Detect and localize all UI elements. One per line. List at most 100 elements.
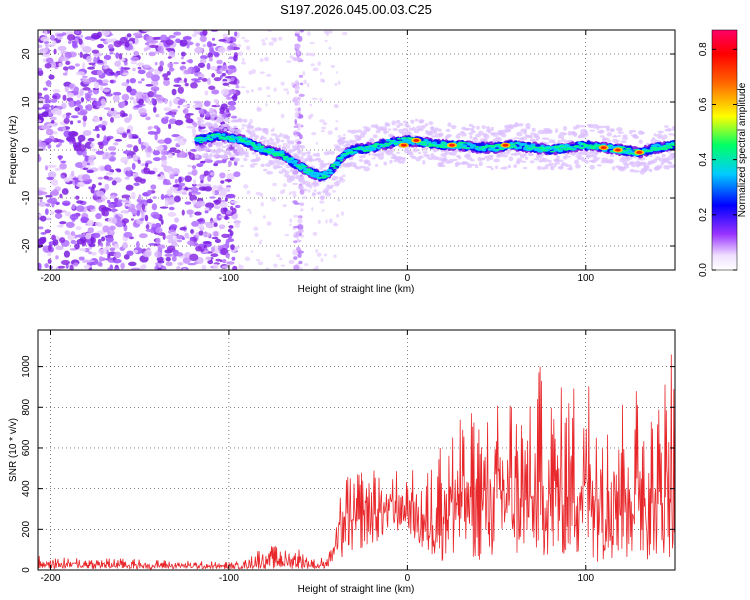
ridge-halo <box>363 166 370 172</box>
speckle-blob <box>237 51 244 56</box>
speckle-blob <box>160 150 168 156</box>
speckle-blob <box>166 189 173 197</box>
speckle-blob <box>234 31 238 37</box>
speckle-blob <box>211 104 221 108</box>
ridge-halo <box>244 154 250 158</box>
speckle-blob <box>113 243 119 249</box>
ridge-core <box>434 145 439 147</box>
speckle-blob <box>149 40 159 44</box>
ridge-halo <box>279 133 283 137</box>
ridge-halo <box>631 164 637 168</box>
ridge-core <box>198 141 204 144</box>
speckle-blob <box>98 142 104 150</box>
speckle-blob <box>342 31 348 36</box>
ridge-core <box>439 146 445 149</box>
speckle-blob <box>82 87 91 91</box>
speckle-blob <box>157 244 166 250</box>
speckle-blob <box>87 89 93 94</box>
ridge-halo <box>442 158 449 162</box>
ridge-halo <box>331 175 339 180</box>
ridge-halo <box>606 132 612 137</box>
ridge-core <box>385 144 390 147</box>
speckle-blob <box>145 162 149 168</box>
speckle-blob <box>292 249 298 256</box>
ridge-halo <box>477 156 482 162</box>
speckle-blob <box>328 218 333 224</box>
speckle-blob <box>219 110 225 115</box>
speckle-blob <box>298 74 304 78</box>
ridge-halo <box>524 156 529 160</box>
speckle-blob <box>292 193 297 198</box>
speckle-blob <box>221 265 229 269</box>
speckle-blob <box>50 34 56 41</box>
speckle-blob <box>168 206 175 211</box>
speckle-blob <box>97 261 102 267</box>
speckle-blob <box>168 34 176 39</box>
speckle-blob <box>234 222 240 228</box>
ridge-halo <box>418 155 424 159</box>
ridge-core <box>349 151 356 153</box>
speckle-blob <box>232 94 238 102</box>
speckle-blob <box>127 155 132 160</box>
ridge-halo <box>341 136 346 140</box>
ridge-halo <box>303 180 311 185</box>
ridge-core <box>258 146 265 149</box>
ridge-halo <box>343 140 350 144</box>
speckle-blob <box>44 217 52 221</box>
speckle-blob <box>282 204 287 208</box>
speckle-blob <box>230 76 235 82</box>
ridge-halo <box>318 157 322 161</box>
ridge-halo <box>493 158 500 163</box>
speckle-blob <box>150 184 157 190</box>
speckle-blob <box>179 39 188 47</box>
speckle-blob <box>104 164 112 172</box>
speckle-blob <box>104 183 110 191</box>
ridge-halo <box>258 127 262 132</box>
speckle-blob <box>299 30 305 33</box>
ridge-halo <box>302 188 308 192</box>
speckle-blob <box>221 64 228 72</box>
speckle-blob <box>165 256 171 262</box>
speckle-blob <box>178 150 186 159</box>
speckle-blob <box>112 115 121 119</box>
ridge-halo <box>289 168 296 173</box>
speckle-blob <box>91 232 101 239</box>
speckle-blob <box>298 250 304 254</box>
speckle-blob <box>50 104 54 110</box>
speckle-blob <box>38 226 44 230</box>
ridge-halo <box>305 151 312 155</box>
ridge-hotspot <box>400 143 407 147</box>
speckle-blob <box>197 62 206 68</box>
ridge-halo <box>385 122 391 127</box>
speckle-blob <box>113 201 123 208</box>
speckle-blob <box>289 55 294 59</box>
speckle-blob <box>51 234 56 241</box>
speckle-blob <box>273 263 278 268</box>
speckle-blob <box>156 127 161 135</box>
speckle-blob <box>122 242 128 249</box>
ridge-core <box>376 146 381 150</box>
speckle-blob <box>109 151 117 156</box>
speckle-blob <box>54 212 63 219</box>
speckle-blob <box>201 187 206 191</box>
ridge-halo <box>425 122 429 127</box>
speckle-blob <box>204 207 210 211</box>
ridge-halo <box>387 149 395 153</box>
ridge-halo <box>264 131 269 135</box>
speckle-blob <box>228 105 236 111</box>
speckle-blob <box>103 58 108 66</box>
ridge-core <box>196 136 204 139</box>
ridge-halo <box>446 134 453 138</box>
ridge-core <box>206 134 211 138</box>
speckle-blob <box>122 72 130 76</box>
speckle-blob <box>208 143 213 148</box>
ridge-halo <box>653 133 657 137</box>
ridge-halo <box>270 139 275 142</box>
speckle-blob <box>138 233 148 239</box>
speckle-blob <box>173 77 181 84</box>
speckle-blob <box>83 264 91 270</box>
speckle-blob <box>64 211 72 217</box>
speckle-blob <box>45 45 49 52</box>
speckle-blob <box>321 126 327 130</box>
speckle-blob <box>79 51 83 58</box>
